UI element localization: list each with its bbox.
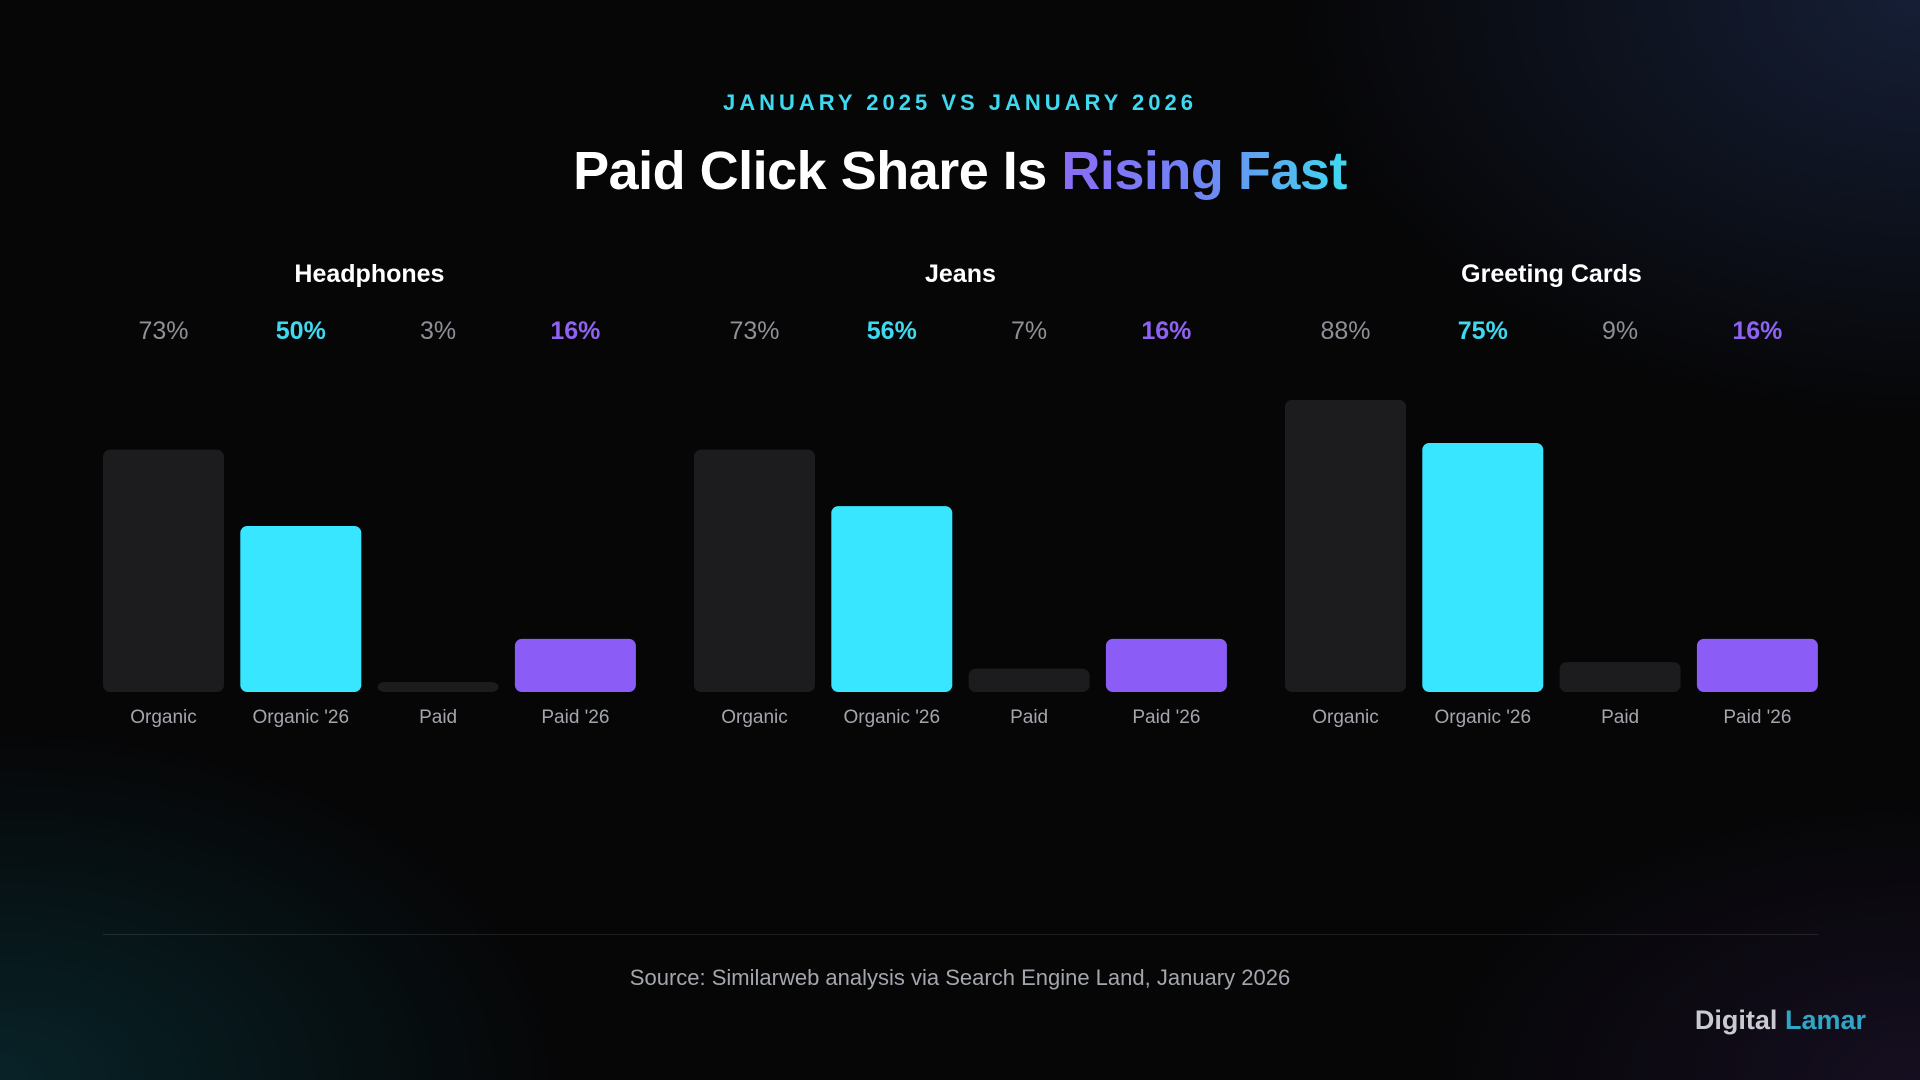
category-label-headphones-organic: Organic [130,707,197,728]
value-label-jeans-paid-26: 16% [1141,317,1191,345]
bar-headphones-organic [103,449,224,692]
group-greeting-cards: Greeting Cards 88% Organic 75% Organic '26 9%… [1285,260,1818,728]
group-jeans: Jeans 73% Organic 56% Organic '26 7% Paid 16% Pa… [694,260,1227,728]
group-title-jeans: Jeans [925,260,996,288]
brand-logo: Digital Lamar [1695,1005,1866,1036]
chart-subtitle: JANUARY 2025 VS JANUARY 2026 [723,90,1197,115]
chart-title: Paid Click Share Is Rising Fast [0,140,1920,202]
bar-headphones-paid-26 [514,638,636,692]
bar-greeting-cards-paid-26 [1696,638,1818,692]
bar-greeting-cards-organic [1285,399,1406,692]
value-label-greeting-cards-organic-26: 75% [1458,317,1508,345]
value-label-greeting-cards-organic: 88% [1320,317,1370,345]
value-label-headphones-paid-26: 16% [550,317,600,345]
group-headphones: Headphones 73% Organic 50% Organic '26 3% Paid… [103,260,636,728]
value-label-headphones-organic: 73% [138,317,188,345]
bar-chart: Headphones 73% Organic 50% Organic '26 3% Paid… [103,260,1818,728]
bar-greeting-cards-paid [1559,662,1681,692]
value-label-headphones-paid: 3% [420,317,456,345]
category-label-headphones-paid-26: Paid '26 [541,707,609,728]
category-label-jeans-organic: Organic [721,707,788,728]
bar-headphones-organic-26 [240,526,362,692]
title-main: Paid Click Share Is [573,141,1062,201]
brand-part-1: Digital [1694,1005,1778,1035]
value-label-jeans-organic-26: 56% [867,317,917,345]
category-label-jeans-paid-26: Paid '26 [1132,707,1200,728]
value-label-greeting-cards-paid-26: 16% [1732,317,1782,345]
value-label-headphones-organic-26: 50% [276,317,326,345]
bar-headphones-paid [377,682,499,692]
category-label-headphones-paid: Paid [419,707,457,728]
value-label-jeans-paid: 7% [1011,317,1047,345]
group-title-headphones: Headphones [294,260,444,288]
footer-divider [103,934,1818,935]
value-label-jeans-organic: 73% [729,317,779,345]
bar-jeans-organic [694,449,815,692]
brand-part-2: Lamar [1784,1005,1866,1035]
bar-jeans-paid [968,668,1090,692]
group-title-greeting-cards: Greeting Cards [1461,260,1642,288]
category-label-jeans-paid: Paid [1010,707,1048,728]
bar-jeans-organic-26 [831,506,953,692]
bar-jeans-paid-26 [1105,638,1227,692]
category-label-greeting-cards-paid: Paid [1601,707,1639,728]
source-note: Source: Similarweb analysis via Search E… [629,965,1291,990]
category-label-jeans-organic-26: Organic '26 [844,707,941,728]
category-label-greeting-cards-organic: Organic [1312,707,1379,728]
value-label-greeting-cards-paid: 9% [1602,317,1638,345]
category-label-headphones-organic-26: Organic '26 [253,707,350,728]
category-label-greeting-cards-organic-26: Organic '26 [1435,707,1532,728]
bar-greeting-cards-organic-26 [1422,443,1544,692]
category-label-greeting-cards-paid-26: Paid '26 [1723,707,1791,728]
title-accent: Rising Fast [1061,141,1347,201]
